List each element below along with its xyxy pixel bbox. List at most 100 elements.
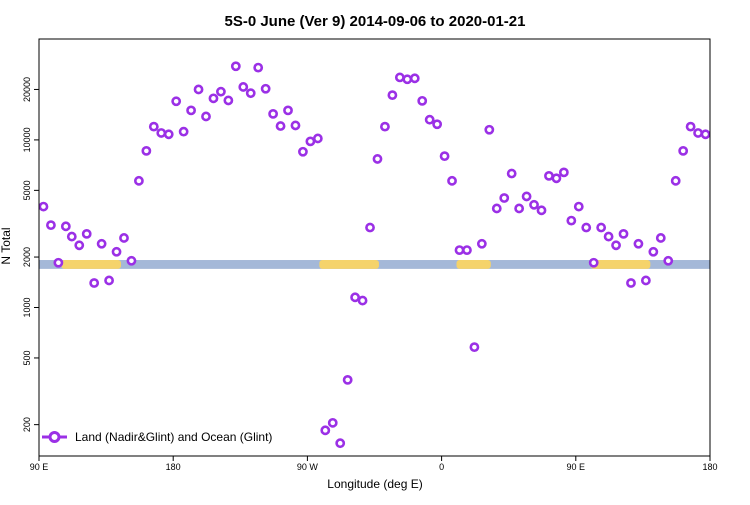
data-point [626,278,636,288]
data-point [327,417,338,428]
data-point [260,83,271,94]
data-point [618,228,629,239]
x-axis-label: Longitude (deg E) [327,477,422,491]
data-point [402,74,413,85]
legend-series-label: Land (Nadir&Glint) and Ocean (Glint) [75,430,272,444]
data-point [81,228,92,239]
data-point [305,136,316,147]
data-point [134,175,144,186]
data-point [365,222,375,233]
data-point [409,73,420,84]
data-point [104,275,114,286]
data-point [96,238,107,249]
data-point [394,72,405,83]
data-point [171,96,182,107]
data-point [283,105,293,116]
land-segment-3 [590,260,651,269]
data-point [298,146,308,157]
x-tick-label-2: 90 W [297,462,319,472]
data-point [514,203,525,214]
data-point [156,128,167,138]
data-point [648,246,659,257]
data-point [417,95,428,106]
data-point [126,255,137,266]
x-tick-label-0: 90 E [30,462,49,472]
data-point [111,246,122,257]
data-point [53,257,64,268]
chart-title: 5S-0 June (Ver 9) 2014-09-06 to 2020-01-… [224,13,525,30]
data-point [163,129,174,140]
data-point [223,95,234,106]
data-point [193,84,204,95]
data-point [544,170,554,181]
data-point [551,173,562,184]
data-point [230,61,241,72]
data-point [141,145,152,156]
data-point [208,93,219,104]
axes: 90 E 180 90 W 0 90 E 180 200 500 1000 2000 5000 100… [22,77,718,472]
data-point [693,128,703,138]
data-point [491,203,502,214]
data-point [320,425,331,436]
data-point [603,231,614,242]
x-tick-label-4: 90 E [567,462,586,472]
data-point [253,62,264,73]
data-point [611,240,621,251]
x-tick-label-1: 180 [166,462,181,472]
x-tick-label-5: 180 [702,462,717,472]
x-tick-label-3: 0 [439,462,444,472]
data-point [201,111,211,122]
data-point [66,231,77,242]
data-point [216,86,226,97]
data-point [380,121,390,132]
y-tick-label-0: 200 [22,417,32,432]
plot-frame [38,38,711,457]
data-point [685,121,696,132]
data-point [640,275,651,286]
data-point [581,222,592,233]
data-point [238,82,249,92]
data-point [439,151,450,162]
y-axis-label: N Total [0,227,13,264]
data-point [558,167,569,178]
data-point [275,121,286,131]
data-point [350,292,361,303]
legend-series-marker [48,431,61,443]
data-point [573,201,584,212]
data-point [700,129,711,140]
data-point [566,215,577,226]
data-point [536,205,547,216]
data-point [506,168,517,179]
data-points [38,61,711,449]
data-point [469,342,480,353]
data-point [312,133,323,144]
data-point [245,88,256,99]
data-point [119,233,129,243]
data-point [499,193,510,203]
land-segment-2 [456,260,491,269]
data-point [454,245,465,256]
data-point [424,114,435,125]
y-tick-label-4: 5000 [22,180,32,200]
y-tick-label-3: 2000 [22,247,32,267]
data-point [357,295,368,306]
data-point [372,154,383,164]
y-tick-label-5: 10000 [22,127,32,152]
data-point [596,222,607,233]
data-point [447,175,457,186]
data-point [678,145,689,156]
data-point [663,255,674,266]
data-point [46,220,56,231]
data-point [89,278,100,288]
data-point [335,438,346,449]
data-point [268,108,279,119]
land-ocean-band [39,260,710,269]
land-segment-0 [61,260,122,269]
data-point [342,374,353,385]
data-point [387,90,398,101]
data-point [60,221,71,232]
data-point [432,119,443,130]
data-point [290,120,301,131]
